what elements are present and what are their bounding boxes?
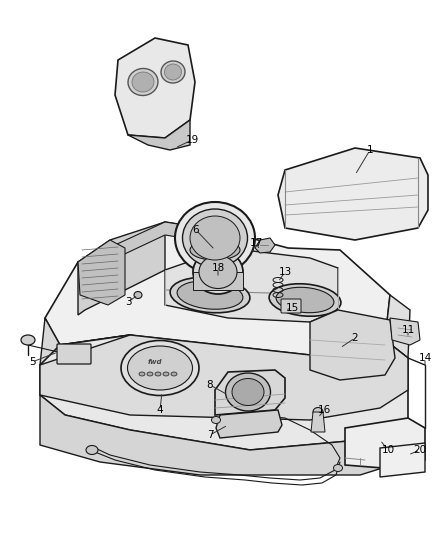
Polygon shape bbox=[78, 222, 165, 315]
Ellipse shape bbox=[175, 202, 255, 274]
Polygon shape bbox=[78, 240, 125, 305]
Ellipse shape bbox=[193, 250, 243, 294]
Ellipse shape bbox=[313, 408, 323, 416]
Polygon shape bbox=[40, 318, 130, 390]
Text: fwd: fwd bbox=[148, 359, 162, 365]
Polygon shape bbox=[193, 272, 243, 290]
Polygon shape bbox=[78, 222, 228, 275]
Polygon shape bbox=[278, 148, 428, 240]
Ellipse shape bbox=[183, 209, 247, 267]
Ellipse shape bbox=[132, 72, 154, 92]
Text: 8: 8 bbox=[207, 380, 213, 390]
Ellipse shape bbox=[276, 287, 334, 313]
Text: 14: 14 bbox=[418, 353, 431, 363]
Polygon shape bbox=[165, 248, 338, 322]
Polygon shape bbox=[255, 238, 275, 253]
Text: 11: 11 bbox=[401, 325, 415, 335]
Text: 1: 1 bbox=[367, 145, 373, 155]
Ellipse shape bbox=[333, 464, 343, 472]
Polygon shape bbox=[385, 295, 410, 358]
Ellipse shape bbox=[121, 341, 199, 395]
Polygon shape bbox=[40, 335, 408, 420]
Text: 13: 13 bbox=[279, 267, 292, 277]
Ellipse shape bbox=[269, 284, 341, 316]
Ellipse shape bbox=[161, 61, 185, 83]
Polygon shape bbox=[216, 410, 282, 438]
Text: 19: 19 bbox=[185, 135, 198, 145]
Polygon shape bbox=[40, 395, 408, 475]
Text: 18: 18 bbox=[212, 263, 225, 273]
Text: 6: 6 bbox=[193, 225, 199, 235]
Ellipse shape bbox=[134, 292, 142, 298]
Text: 16: 16 bbox=[318, 405, 331, 415]
FancyBboxPatch shape bbox=[281, 299, 301, 313]
Ellipse shape bbox=[128, 68, 158, 95]
Polygon shape bbox=[40, 335, 408, 450]
Text: 5: 5 bbox=[28, 357, 35, 367]
Ellipse shape bbox=[86, 446, 98, 455]
Polygon shape bbox=[310, 310, 395, 380]
Text: 7: 7 bbox=[207, 430, 213, 440]
Ellipse shape bbox=[155, 372, 161, 376]
Text: 4: 4 bbox=[157, 405, 163, 415]
Ellipse shape bbox=[139, 372, 145, 376]
Ellipse shape bbox=[147, 372, 153, 376]
Text: 2: 2 bbox=[352, 333, 358, 343]
Ellipse shape bbox=[165, 64, 181, 80]
Polygon shape bbox=[390, 318, 420, 345]
FancyBboxPatch shape bbox=[57, 344, 91, 364]
Polygon shape bbox=[115, 38, 195, 138]
Ellipse shape bbox=[190, 240, 240, 260]
Polygon shape bbox=[45, 222, 390, 355]
Ellipse shape bbox=[163, 372, 169, 376]
Ellipse shape bbox=[171, 372, 177, 376]
Ellipse shape bbox=[232, 378, 264, 406]
Text: 3: 3 bbox=[125, 297, 131, 307]
Polygon shape bbox=[345, 418, 425, 470]
Polygon shape bbox=[215, 370, 285, 415]
Text: 20: 20 bbox=[413, 445, 427, 455]
Ellipse shape bbox=[199, 255, 237, 288]
Ellipse shape bbox=[21, 335, 35, 345]
Text: 15: 15 bbox=[286, 303, 299, 313]
Ellipse shape bbox=[226, 373, 271, 411]
Polygon shape bbox=[128, 120, 190, 150]
Polygon shape bbox=[311, 412, 325, 432]
Text: 17: 17 bbox=[249, 238, 263, 248]
Polygon shape bbox=[380, 443, 425, 477]
Ellipse shape bbox=[212, 416, 220, 424]
Ellipse shape bbox=[177, 281, 243, 309]
Ellipse shape bbox=[127, 346, 192, 390]
Ellipse shape bbox=[190, 216, 240, 260]
Text: 10: 10 bbox=[381, 445, 395, 455]
Ellipse shape bbox=[170, 277, 250, 313]
